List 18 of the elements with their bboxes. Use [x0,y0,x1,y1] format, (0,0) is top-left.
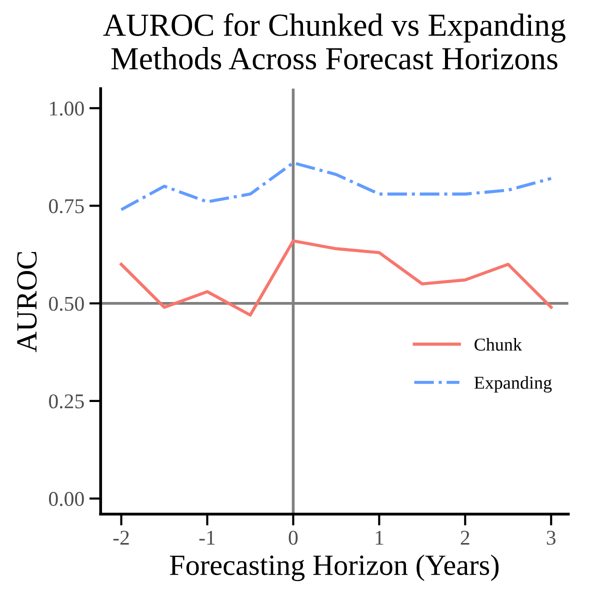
x-tick-label: -2 [113,530,129,545]
y-axis-title: AUROC [17,252,37,352]
legend-label: Chunk [474,338,522,351]
legend-label: Expanding [474,376,552,393]
y-tick-label: 1.00 [50,102,84,116]
x-tick-label: 1 [376,530,384,545]
x-axis-title: Forecasting Horizon (Years) [170,554,499,582]
x-tick-label: 3 [546,530,556,545]
y-tick-label: 0.50 [49,296,84,311]
x-tick-label: -1 [199,530,215,545]
chart-title: AUROC for Chunked vs Expanding Methods Across Forecast Horizons [103,13,566,70]
y-tick-label: 0.25 [49,394,84,408]
line-series [120,239,553,317]
x-tick-label: 2 [460,530,470,545]
x-tick-label: 0 [288,530,298,545]
y-tick-label: 0.75 [49,199,84,214]
line-series [120,161,553,212]
y-tick-label: 0.00 [49,492,84,506]
